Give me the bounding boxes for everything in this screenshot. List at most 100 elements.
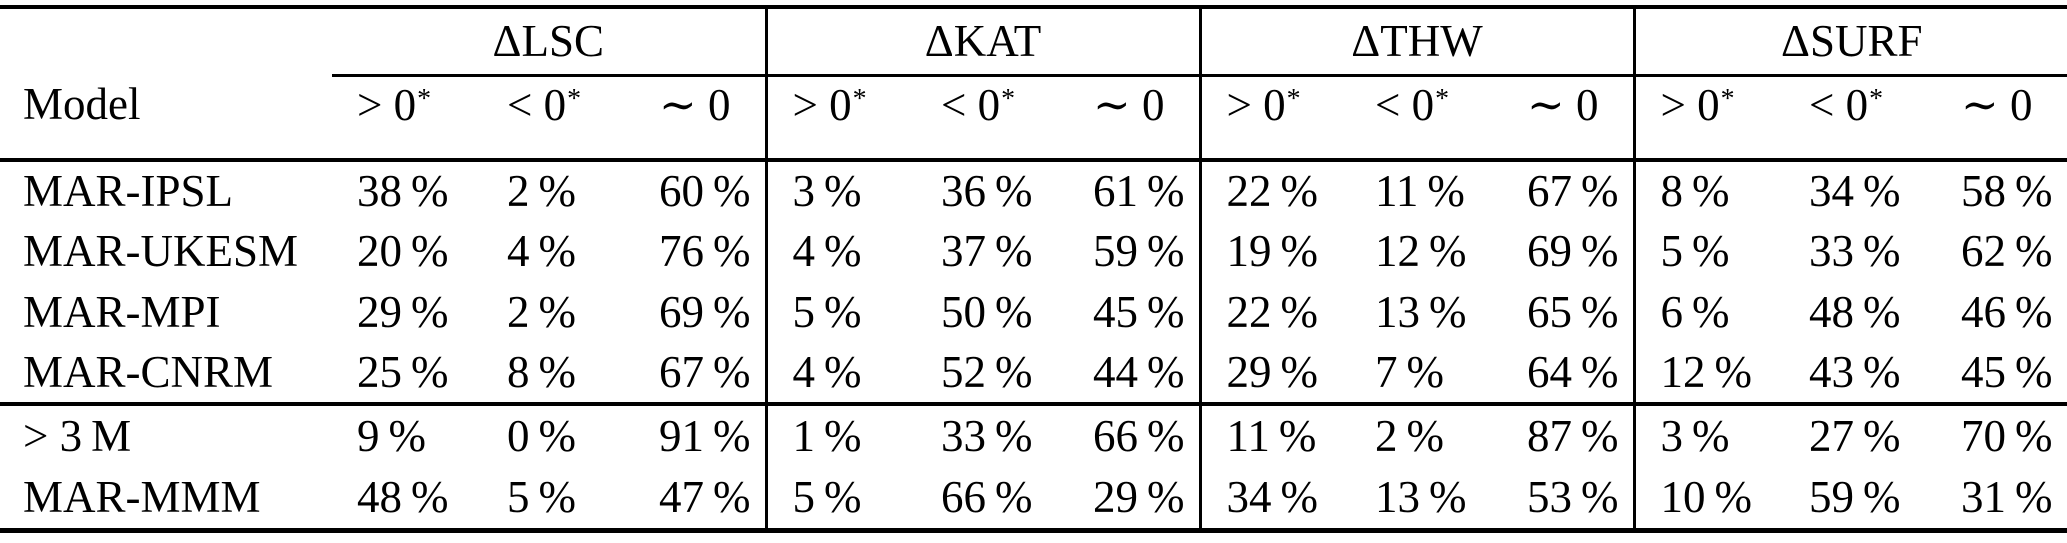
value-cell: 87 %	[1527, 411, 1619, 461]
value-cell: 59 %	[1093, 226, 1185, 276]
value-cell: 11 %	[1198, 404, 1350, 467]
value-cell: 4 %	[507, 226, 576, 276]
value-cell: 69 %	[659, 287, 751, 337]
value-cell: 13 %	[1350, 467, 1502, 533]
value-cell: 45 %	[1093, 287, 1185, 337]
value-cell: 52 %	[916, 343, 1068, 406]
subcol-star: *	[567, 83, 582, 115]
value-cell: 10 %	[1632, 467, 1785, 533]
subcol-symbol: > 0	[1226, 79, 1286, 130]
results-table: ΔLSC ΔKAT ΔTHW ΔSURF Model > 0* < 0* ∼ 0…	[0, 5, 2067, 533]
value-cell: 69 %	[1527, 226, 1619, 276]
subcol-symbol: < 0	[507, 79, 567, 130]
model-cell: MAR-MPI	[23, 287, 221, 337]
table-row-mar-mpi: MAR-MPI 29 % 2 % 69 % 5 % 50 % 45 % 22 %…	[0, 282, 2067, 343]
value-cell: 19 %	[1198, 221, 1350, 282]
value-cell: 4 %	[764, 343, 916, 406]
value-cell: 2 %	[507, 287, 576, 337]
value-cell: 34 %	[1198, 467, 1350, 533]
value-cell: 33 %	[941, 411, 1033, 461]
value-cell: 3 %	[1632, 404, 1785, 467]
value-cell: 12 %	[1375, 226, 1467, 276]
value-cell: 53 %	[1502, 467, 1635, 533]
subcol-star: *	[1001, 83, 1016, 115]
value-cell: 76 %	[659, 226, 751, 276]
value-cell: 38 %	[357, 166, 449, 216]
subcol-header-lt: < 0*	[482, 75, 634, 162]
model-cell: > 3 M	[23, 411, 132, 461]
value-cell: 48 %	[1809, 287, 1901, 337]
subcol-header-lt: < 0*	[916, 75, 1068, 162]
model-cell: MAR-MMM	[0, 467, 332, 533]
value-cell: 6 %	[1632, 282, 1785, 343]
value-cell: 65 %	[1527, 287, 1619, 337]
value-cell: 29 %	[1198, 343, 1350, 406]
subcol-header-lt: < 0*	[1784, 75, 1937, 162]
subcol-header-gt: > 0*	[1632, 75, 1785, 162]
value-cell: 3 %	[764, 160, 916, 221]
model-cell: MAR-UKESM	[23, 226, 299, 276]
table-row-mar-mmm: MAR-MMM 48 % 5 % 47 % 5 % 66 % 29 % 34 %…	[0, 467, 2067, 533]
subcol-symbol: > 0	[357, 79, 417, 130]
value-cell: 37 %	[941, 226, 1033, 276]
value-cell: 60 %	[659, 166, 751, 216]
subcol-header-sim: ∼ 0	[1068, 75, 1200, 162]
corner-header-model: Model	[0, 75, 332, 162]
subcol-header-gt: > 0*	[764, 75, 916, 162]
value-cell: 66 %	[916, 467, 1068, 533]
value-cell: 33 %	[1809, 226, 1901, 276]
value-cell: 22 %	[1198, 282, 1350, 343]
value-cell: 36 %	[941, 166, 1033, 216]
table-row-gt3m: > 3 M 9 % 0 % 91 % 1 % 33 % 66 % 11 % 2 …	[0, 404, 2067, 467]
subcol-header-gt: > 0*	[1198, 75, 1350, 162]
group-header-thw: ΔTHW	[1198, 7, 1635, 77]
subcol-header-lt: < 0*	[1350, 75, 1502, 162]
model-cell: MAR-IPSL	[23, 166, 234, 216]
subcol-symbol: ∼ 0	[1093, 79, 1165, 130]
subcol-symbol: > 0	[792, 79, 852, 130]
value-cell: 58 %	[1961, 166, 2053, 216]
corner-spacer	[0, 7, 332, 75]
subcol-symbol: ∼ 0	[1527, 79, 1599, 130]
value-cell: 27 %	[1809, 411, 1901, 461]
subheader-row: Model > 0* < 0* ∼ 0 > 0* < 0* ∼ 0 > 0* <…	[0, 75, 2067, 162]
value-cell: 44 %	[1068, 343, 1200, 406]
subcol-symbol: > 0	[1660, 79, 1720, 130]
value-cell: 2 %	[1375, 411, 1444, 461]
subcol-symbol: < 0	[1809, 79, 1869, 130]
value-cell: 48 %	[332, 467, 482, 533]
value-cell: 5 %	[764, 467, 916, 533]
value-cell: 50 %	[941, 287, 1033, 337]
value-cell: 8 %	[482, 343, 634, 406]
value-cell: 7 %	[1350, 343, 1502, 406]
value-cell: 1 %	[764, 404, 916, 467]
subcol-star: *	[852, 83, 867, 115]
subcol-star: *	[1435, 83, 1450, 115]
value-cell: 47 %	[634, 467, 766, 533]
subcol-symbol: < 0	[1375, 79, 1435, 130]
value-cell: 61 %	[1093, 166, 1185, 216]
subcol-symbol: < 0	[941, 79, 1001, 130]
value-cell: 67 %	[634, 343, 766, 406]
subcol-header-sim: ∼ 0	[1502, 75, 1635, 162]
value-cell: 9 %	[357, 411, 426, 461]
group-header-lsc: ΔLSC	[332, 7, 766, 77]
value-cell: 29 %	[357, 287, 449, 337]
value-cell: 34 %	[1809, 166, 1901, 216]
subcol-star: *	[1286, 83, 1301, 115]
value-cell: 45 %	[1936, 343, 2067, 406]
value-cell: 64 %	[1502, 343, 1635, 406]
subcol-header-gt: > 0*	[332, 75, 482, 162]
value-cell: 11 %	[1375, 166, 1465, 216]
subcol-star: *	[1720, 83, 1735, 115]
subcol-header-sim: ∼ 0	[634, 75, 766, 162]
group-header-row: ΔLSC ΔKAT ΔTHW ΔSURF	[0, 7, 2067, 77]
value-cell: 5 %	[482, 467, 634, 533]
value-cell: 67 %	[1527, 166, 1619, 216]
value-cell: 4 %	[764, 221, 916, 282]
value-cell: 31 %	[1936, 467, 2067, 533]
value-cell: 70 %	[1961, 411, 2053, 461]
value-cell: 5 %	[764, 282, 916, 343]
value-cell: 8 %	[1632, 160, 1785, 221]
